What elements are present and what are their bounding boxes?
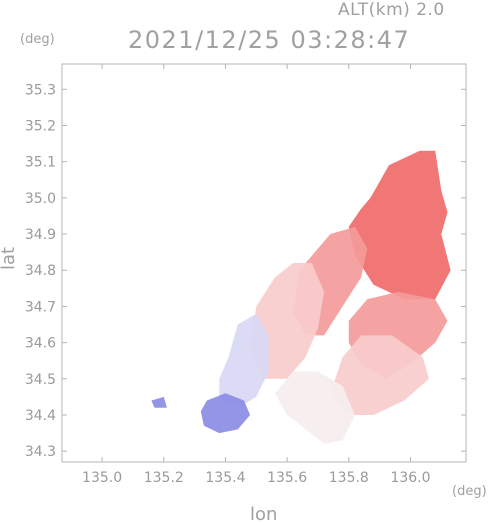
- echo-region-7: [219, 313, 269, 408]
- y-tick-label: 34.6: [25, 336, 56, 352]
- x-tick-label: 136.0: [390, 470, 430, 486]
- y-axis-unit: (deg): [20, 32, 55, 47]
- altitude-label: ALT(km) 2.0: [338, 0, 445, 20]
- chart-timestamp: 2021/12/25 03:28:47: [128, 26, 411, 54]
- x-axis-ticks: 135.0 135.2 135.4 135.6 135.8 136.0: [82, 64, 431, 486]
- echo-region-6: [274, 371, 355, 444]
- y-tick-label: 34.9: [25, 227, 56, 243]
- x-axis-label: lon: [250, 504, 278, 525]
- radar-echo-layer: [151, 150, 451, 444]
- x-tick-label: 135.6: [267, 470, 307, 486]
- plot-frame: [61, 63, 467, 463]
- y-tick-label: 34.7: [25, 299, 56, 315]
- x-tick-label: 135.8: [329, 470, 369, 486]
- y-tick-label: 35.3: [25, 82, 56, 98]
- x-tick-label: 135.2: [144, 470, 184, 486]
- y-tick-label: 34.3: [25, 444, 56, 460]
- y-tick-label: 35.0: [25, 191, 56, 207]
- y-axis-ticks: 34.3 34.4 34.5 34.6 34.7 34.8 34.9 35.0 35.1 35.2…: [25, 82, 466, 460]
- echo-region-9: [151, 396, 167, 408]
- echo-region-5: [330, 335, 429, 415]
- echo-region-1: [348, 150, 451, 300]
- x-axis-unit: (deg): [452, 484, 487, 499]
- echo-region-8: [200, 393, 251, 434]
- y-tick-label: 34.4: [25, 408, 56, 424]
- y-tick-label: 35.1: [25, 155, 56, 171]
- y-tick-label: 34.8: [25, 263, 56, 279]
- y-tick-label: 35.2: [25, 119, 56, 135]
- x-tick-label: 135.0: [82, 470, 122, 486]
- y-tick-label: 34.5: [25, 372, 56, 388]
- x-tick-label: 135.4: [205, 470, 245, 486]
